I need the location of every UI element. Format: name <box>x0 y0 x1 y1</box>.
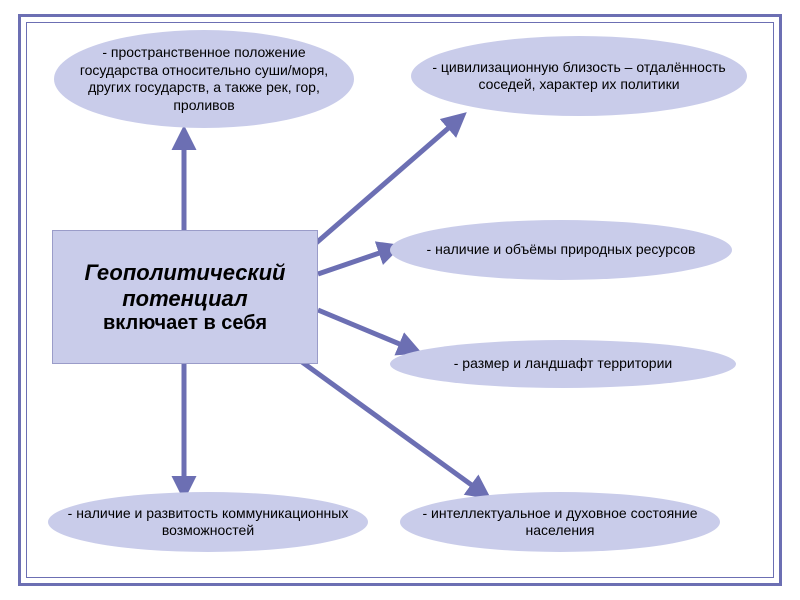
node-resources-label: - наличие и объёмы природных ресурсов <box>427 241 696 259</box>
node-civil-label: - цивилизационную близость – отдалённост… <box>425 59 733 94</box>
node-intel: - интеллектуальное и духовное состояние … <box>400 492 720 552</box>
node-comm-label: - наличие и развитость коммуникационных … <box>62 505 354 540</box>
central-node: Геополитический потенциал включает в себ… <box>52 230 318 364</box>
node-intel-label: - интеллектуальное и духовное состояние … <box>414 505 706 540</box>
node-spatial: - пространственное положение государства… <box>54 30 354 128</box>
node-size-label: - размер и ландшафт территории <box>454 355 672 373</box>
central-subtitle: включает в себя <box>103 312 267 335</box>
central-title-2: потенциал <box>122 286 248 312</box>
node-resources: - наличие и объёмы природных ресурсов <box>390 220 732 280</box>
node-comm: - наличие и развитость коммуникационных … <box>48 492 368 552</box>
central-title-1: Геополитический <box>85 260 286 286</box>
node-civil: - цивилизационную близость – отдалённост… <box>411 36 747 116</box>
node-size: - размер и ландшафт территории <box>390 340 736 388</box>
node-spatial-label: - пространственное положение государства… <box>68 44 340 114</box>
